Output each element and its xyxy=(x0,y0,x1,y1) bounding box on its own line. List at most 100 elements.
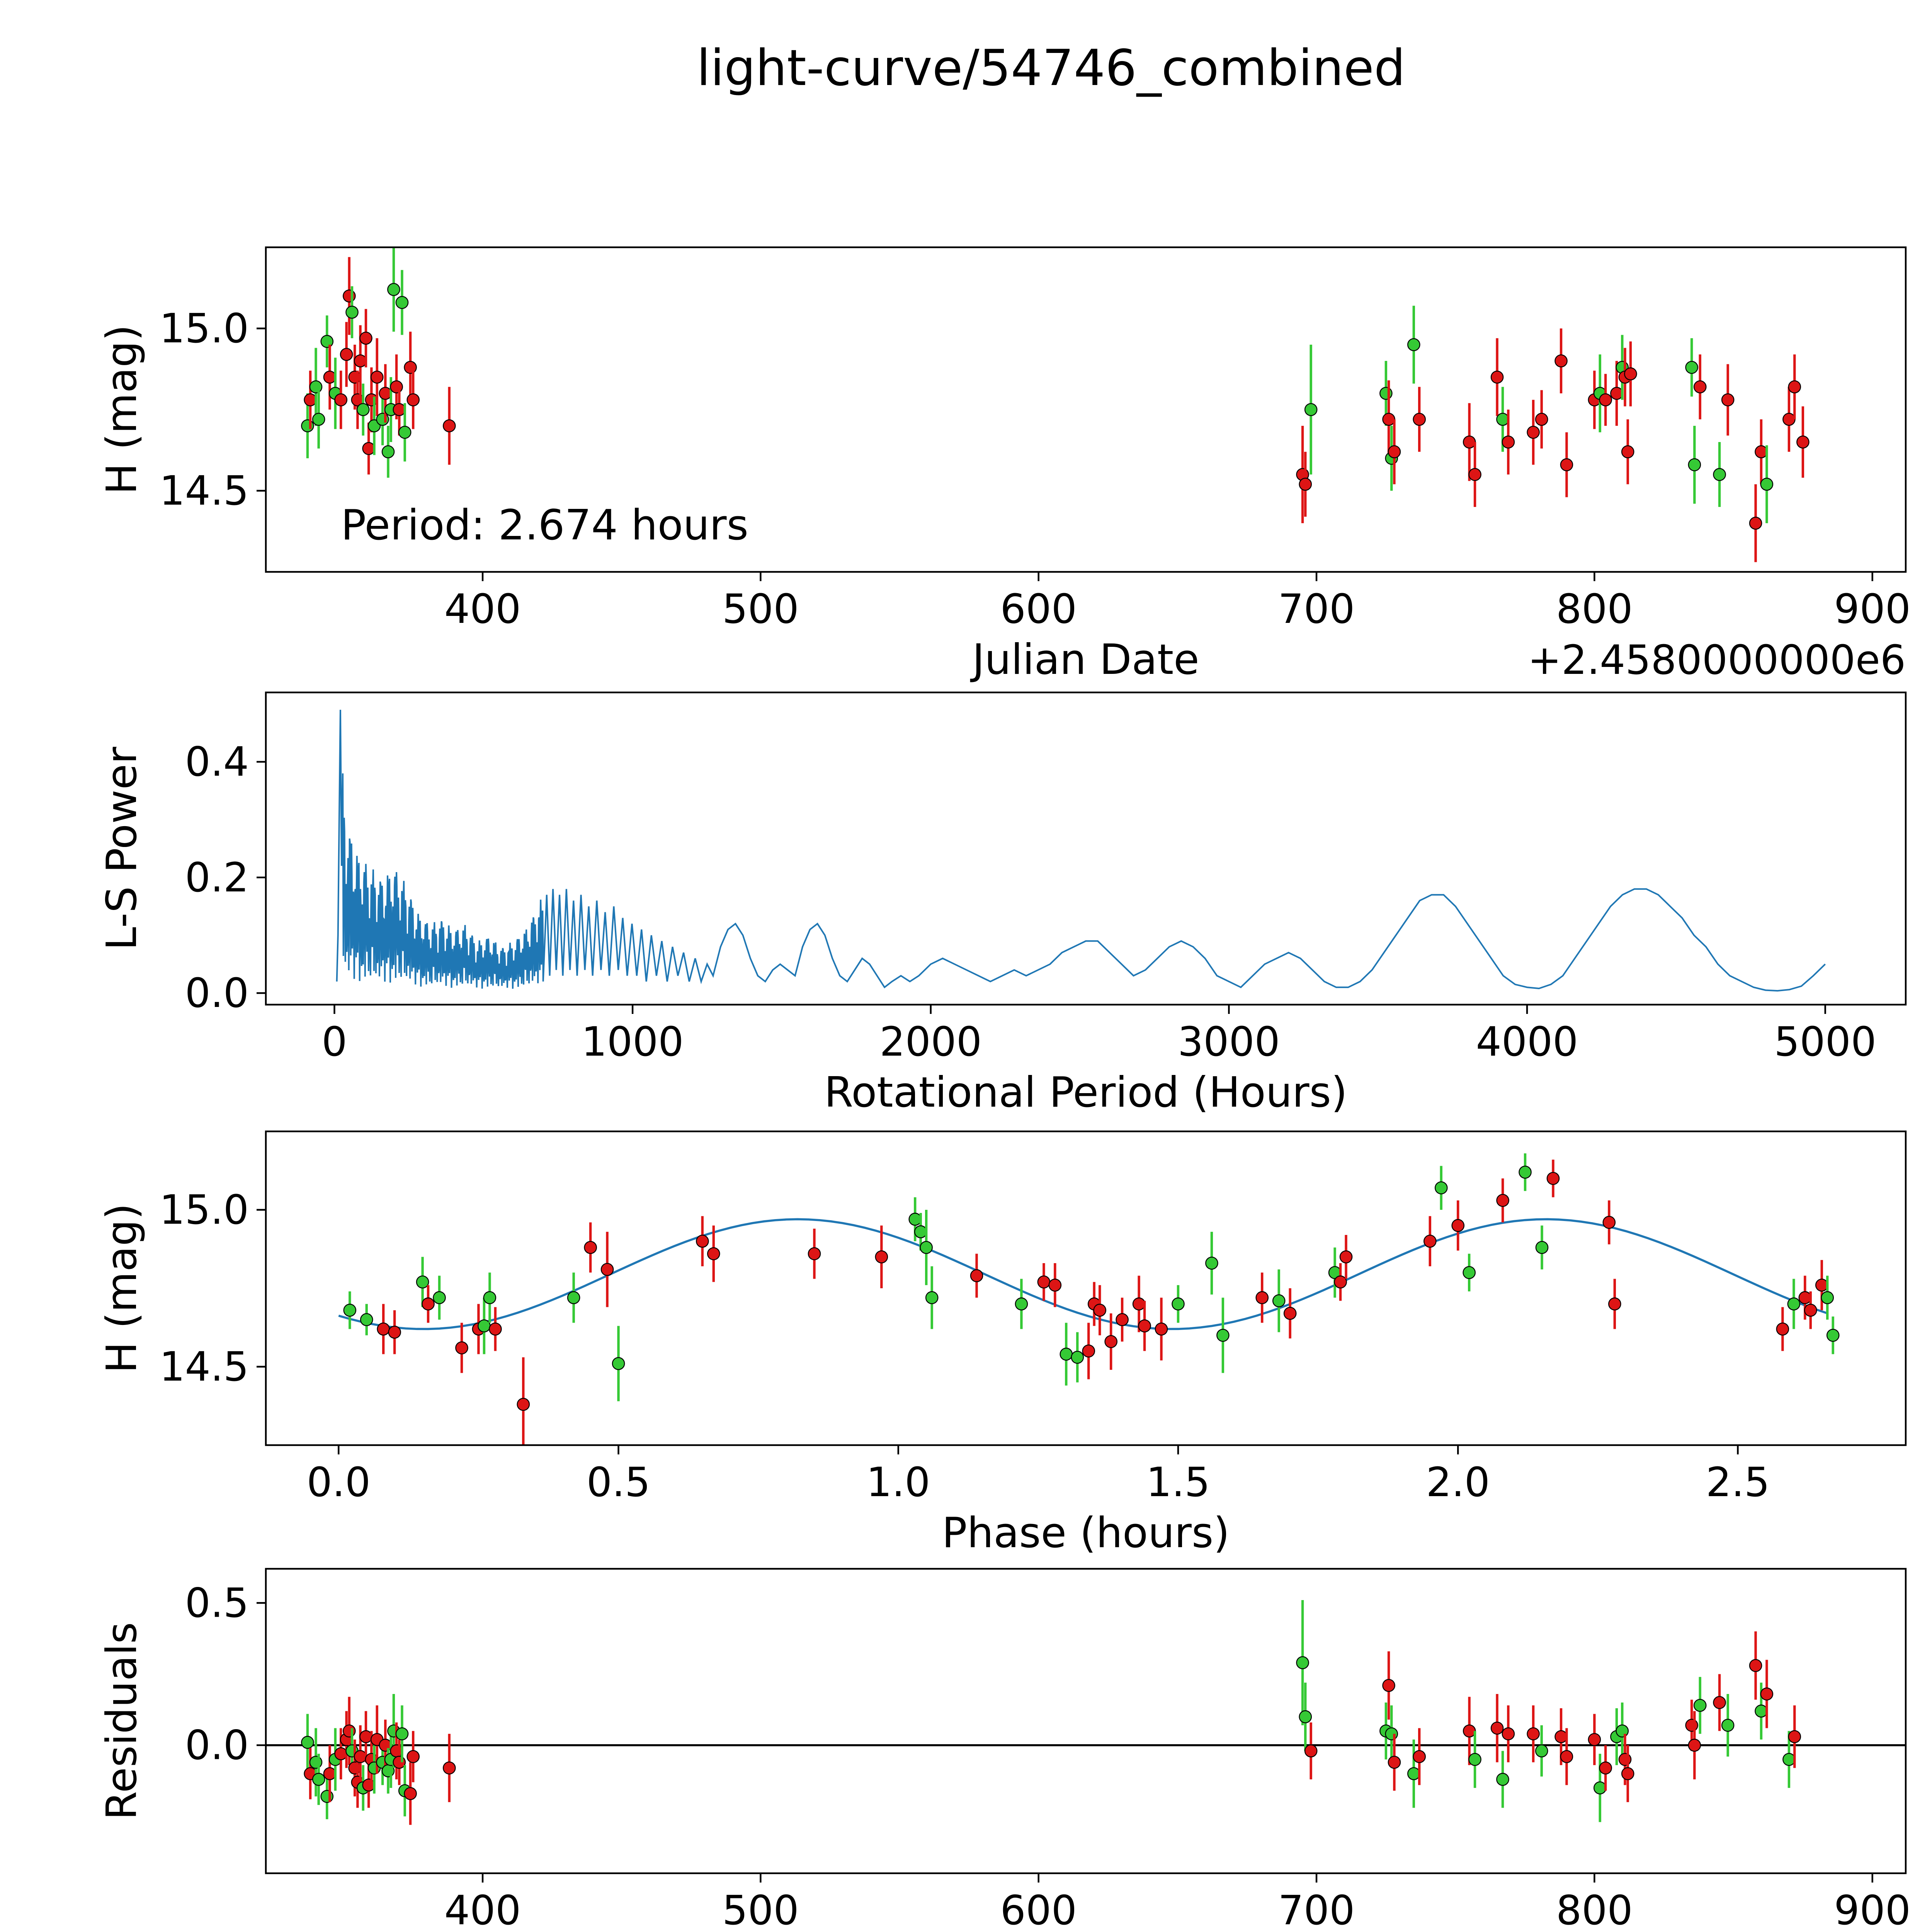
data-point xyxy=(1760,1687,1774,1701)
data-points xyxy=(301,247,1810,562)
x-tick-label: 900 xyxy=(1834,1887,1911,1932)
data-layer xyxy=(301,247,1810,562)
data-point xyxy=(455,1341,468,1355)
data-point xyxy=(1624,367,1637,381)
data-point xyxy=(379,387,392,400)
data-point xyxy=(1602,1216,1616,1229)
data-point xyxy=(1599,1761,1612,1775)
data-point xyxy=(442,419,456,432)
data-point xyxy=(342,1724,356,1738)
data-point xyxy=(1496,413,1509,426)
y-tick-label: 0.4 xyxy=(185,738,249,786)
data-point xyxy=(312,1773,325,1786)
data-point xyxy=(1693,1699,1707,1712)
y-axis-label: H (mag) xyxy=(98,1203,146,1373)
data-point xyxy=(1796,435,1810,449)
data-point xyxy=(348,371,361,384)
x-tick-label: 800 xyxy=(1556,585,1633,633)
data-point xyxy=(696,1235,709,1248)
data-point xyxy=(365,393,378,406)
data-point xyxy=(1339,1250,1353,1264)
data-point xyxy=(1423,1235,1437,1248)
x-tick-label: 500 xyxy=(722,1887,799,1932)
data-point xyxy=(1413,1750,1426,1763)
y-tick-label: 0.5 xyxy=(185,1579,249,1626)
data-point xyxy=(1216,1328,1230,1342)
data-point xyxy=(1621,1767,1634,1781)
data-point xyxy=(381,445,395,458)
data-layer xyxy=(338,1153,1840,1445)
data-point xyxy=(1782,1753,1796,1766)
data-point xyxy=(1688,458,1701,471)
data-point xyxy=(1560,1750,1573,1763)
data-point xyxy=(1616,1724,1629,1738)
data-point xyxy=(1821,1291,1834,1304)
data-point xyxy=(1760,478,1774,491)
periodogram-line xyxy=(336,709,1826,992)
data-point xyxy=(1782,413,1796,426)
data-point xyxy=(404,1787,417,1800)
data-layer xyxy=(266,1600,1906,1825)
data-point xyxy=(1535,1744,1548,1758)
data-point xyxy=(1082,1344,1095,1358)
data-point xyxy=(489,1322,502,1336)
data-point xyxy=(1434,1181,1448,1194)
data-point xyxy=(1713,1696,1726,1709)
axes-frame xyxy=(265,1130,1907,1446)
x-axis-label: Julian Date xyxy=(970,636,1199,684)
data-point xyxy=(1593,1781,1607,1794)
data-point xyxy=(1815,1279,1828,1292)
y-tick-label: 14.5 xyxy=(159,1343,249,1390)
data-point xyxy=(1468,1753,1481,1766)
data-point xyxy=(1388,1755,1401,1769)
data-point xyxy=(1502,1727,1515,1740)
data-point xyxy=(1554,354,1568,367)
data-point xyxy=(1749,517,1762,530)
y-tick-label: 0.0 xyxy=(185,969,249,1017)
data-point xyxy=(1621,445,1634,458)
y-tick-label: 14.5 xyxy=(159,467,249,514)
data-point xyxy=(422,1297,435,1311)
data-point xyxy=(404,361,417,374)
data-point xyxy=(517,1398,530,1411)
data-point xyxy=(483,1291,497,1304)
data-point xyxy=(1826,1328,1840,1342)
data-point xyxy=(393,1755,406,1769)
data-point xyxy=(875,1250,888,1264)
x-axis-offset-label: +2.4580000000e6 xyxy=(1528,636,1906,684)
x-tick-label: 600 xyxy=(1000,585,1077,633)
data-point xyxy=(1382,413,1395,426)
x-tick-label: 700 xyxy=(1278,1887,1355,1932)
data-point xyxy=(707,1247,720,1260)
x-tick-label: 400 xyxy=(444,585,521,633)
panel-lightcurve-jd: 400 500 600 700 800 900 14.5 15.0 Julian Date H (… xyxy=(98,246,1911,684)
data-point xyxy=(1116,1313,1129,1326)
data-point xyxy=(1755,1704,1768,1718)
data-point xyxy=(584,1241,597,1254)
axes-frame xyxy=(265,1568,1907,1874)
data-point xyxy=(1798,1291,1812,1304)
data-point xyxy=(1272,1294,1286,1308)
data-point xyxy=(1015,1297,1028,1311)
data-point xyxy=(1713,468,1726,481)
data-point xyxy=(1093,1304,1107,1317)
data-point xyxy=(406,393,420,406)
data-point xyxy=(1255,1291,1269,1304)
x-axis-label: Rotational Period (Hours) xyxy=(824,1068,1347,1117)
data-point xyxy=(1688,1738,1701,1752)
x-tick-label: 400 xyxy=(444,1887,521,1932)
x-axis-label: Phase (hours) xyxy=(942,1509,1230,1557)
data-point xyxy=(1463,435,1476,449)
x-tick-label: 0.0 xyxy=(307,1459,371,1506)
data-point xyxy=(1527,1727,1540,1740)
data-point xyxy=(1554,1730,1568,1743)
data-point xyxy=(304,393,317,406)
data-point xyxy=(395,1727,409,1740)
data-point xyxy=(478,1319,491,1333)
x-tick-label: 900 xyxy=(1834,585,1911,633)
data-point xyxy=(1379,387,1393,400)
data-point xyxy=(340,348,353,361)
data-point xyxy=(1693,380,1707,394)
data-point xyxy=(1610,387,1623,400)
data-point xyxy=(1804,1304,1817,1317)
